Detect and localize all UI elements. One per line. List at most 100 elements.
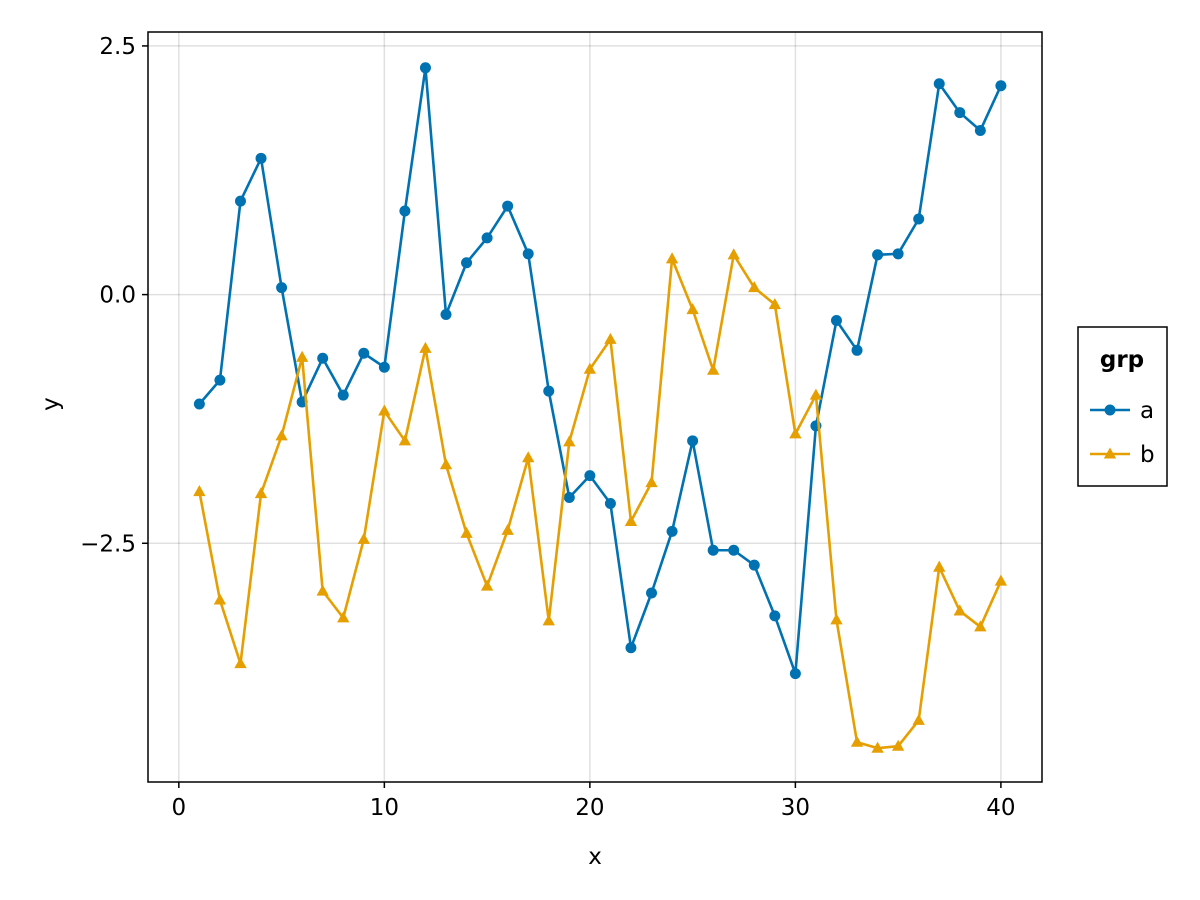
series-a-point bbox=[337, 389, 349, 401]
series-b-point bbox=[665, 252, 679, 264]
series-b-point bbox=[850, 735, 864, 747]
series-a-point bbox=[769, 610, 781, 622]
series-b-point bbox=[624, 514, 638, 526]
legend-item-b: b bbox=[1090, 442, 1155, 468]
legend-label-b: b bbox=[1140, 442, 1155, 468]
series-a-point bbox=[481, 232, 493, 244]
series-a-point bbox=[399, 205, 411, 217]
series-a-line bbox=[198, 66, 1003, 675]
series-a-point bbox=[748, 559, 760, 571]
x-tick-label: 40 bbox=[986, 795, 1015, 821]
series-b-point bbox=[768, 298, 782, 310]
grid-lines bbox=[148, 32, 1042, 782]
series-a-point bbox=[933, 78, 945, 90]
y-axis-label: y bbox=[38, 397, 64, 411]
series-b-point bbox=[193, 485, 206, 497]
series-b-point bbox=[439, 458, 453, 470]
legend: grp ab bbox=[1077, 326, 1168, 487]
y-tick-label: −2.5 bbox=[80, 531, 136, 557]
x-tick-label: 10 bbox=[370, 795, 399, 821]
series-b-point bbox=[316, 584, 329, 596]
series-b-point bbox=[686, 303, 699, 315]
series-b-point bbox=[357, 532, 370, 544]
series-a-point bbox=[563, 492, 575, 504]
series-a bbox=[193, 62, 1007, 680]
series-a-point bbox=[358, 347, 370, 359]
series-a-point bbox=[419, 62, 431, 74]
y-tick-label: 2.5 bbox=[99, 34, 136, 60]
series-b-point bbox=[337, 611, 350, 623]
series-b-point bbox=[460, 526, 473, 538]
x-axis-label: x bbox=[588, 844, 602, 870]
series-b-point bbox=[953, 604, 966, 616]
series-a-point bbox=[317, 352, 329, 364]
series-b-point bbox=[234, 657, 247, 669]
series-b-point bbox=[254, 487, 268, 499]
x-tick-label: 30 bbox=[781, 795, 810, 821]
legend-item-a: a bbox=[1090, 398, 1154, 424]
series-b-point bbox=[912, 713, 925, 725]
axis-ticks bbox=[142, 45, 1002, 788]
legend-marker-b bbox=[1103, 447, 1117, 459]
legend-items: ab bbox=[1090, 398, 1155, 468]
series-a-point bbox=[892, 248, 904, 260]
series-a-point bbox=[378, 361, 390, 373]
series-b-point bbox=[891, 739, 905, 751]
legend-label-a: a bbox=[1140, 398, 1154, 424]
series-b-point bbox=[522, 451, 535, 463]
series-a-point bbox=[687, 435, 699, 447]
series-a-point bbox=[193, 398, 205, 410]
series-a-point bbox=[872, 249, 884, 261]
series-a-point bbox=[584, 470, 596, 482]
plot-frame bbox=[147, 31, 1043, 783]
x-tick-label: 20 bbox=[575, 795, 604, 821]
series-b-point bbox=[480, 579, 494, 591]
series-a-point bbox=[604, 497, 616, 509]
series-a-point bbox=[974, 124, 986, 136]
series-a-point bbox=[625, 642, 637, 654]
series-a-point bbox=[707, 544, 719, 556]
tick-labels: 0 10 20 30 40 2.5 0.0 −2.5 bbox=[80, 34, 1015, 821]
series-a-point bbox=[913, 213, 925, 225]
series-a-point bbox=[851, 344, 863, 356]
series-b-line bbox=[198, 253, 1003, 750]
series-b-point bbox=[789, 427, 802, 439]
series-b-point bbox=[419, 341, 432, 353]
series-b-point bbox=[727, 248, 740, 260]
series-b-point bbox=[213, 593, 227, 605]
legend-marker-a bbox=[1104, 404, 1116, 416]
series-b-point bbox=[542, 614, 555, 626]
series-a-point bbox=[728, 544, 740, 556]
series-b-point bbox=[645, 476, 658, 488]
y-tick-label: 0.0 bbox=[99, 283, 136, 309]
series-b-point bbox=[295, 350, 309, 362]
series-a-point bbox=[461, 257, 473, 269]
series-a-point bbox=[440, 308, 452, 320]
series-layer bbox=[193, 62, 1008, 753]
series-a-point bbox=[214, 374, 226, 386]
series-a-point bbox=[502, 200, 514, 212]
series-b bbox=[193, 248, 1008, 753]
series-b-point bbox=[583, 362, 597, 374]
legend-title: grp bbox=[1100, 347, 1144, 373]
series-b-point bbox=[809, 388, 823, 400]
series-b-point bbox=[398, 434, 412, 446]
series-b-point bbox=[706, 363, 720, 375]
series-b-point bbox=[748, 281, 761, 293]
series-b-point bbox=[974, 620, 987, 632]
series-a-point bbox=[954, 107, 966, 119]
series-b-point bbox=[830, 613, 843, 625]
series-b-point bbox=[563, 435, 576, 447]
series-a-point bbox=[522, 248, 534, 260]
series-b-point bbox=[994, 574, 1008, 586]
series-a-point bbox=[543, 385, 555, 397]
legend-box bbox=[1077, 326, 1168, 487]
series-b-point bbox=[275, 429, 288, 441]
series-a-point bbox=[234, 195, 246, 207]
series-a-point bbox=[995, 80, 1007, 92]
series-b-point bbox=[933, 560, 946, 572]
x-tick-label: 0 bbox=[172, 795, 187, 821]
series-a-point bbox=[276, 282, 288, 294]
series-b-point bbox=[604, 332, 617, 344]
